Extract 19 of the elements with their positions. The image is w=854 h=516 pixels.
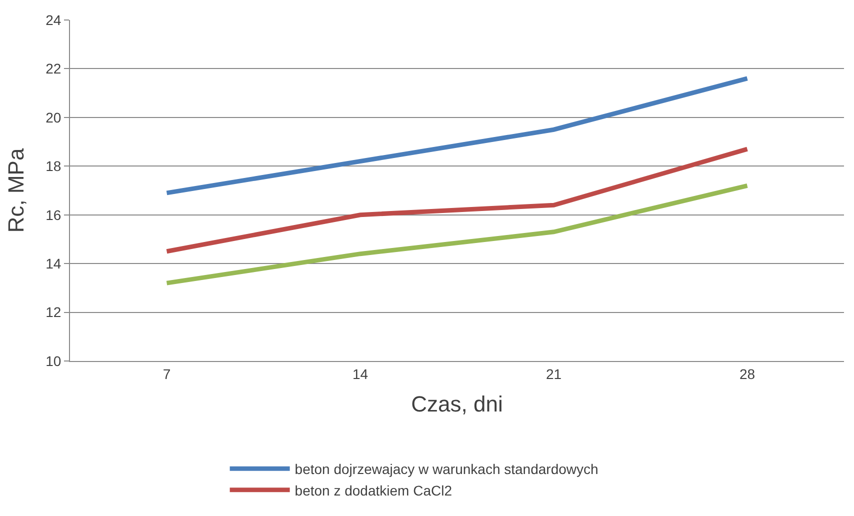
y-tick-label: 10 (46, 352, 62, 369)
y-axis-title: Rc, MPa (3, 148, 28, 233)
y-tick-label: 12 (46, 304, 62, 320)
x-tick-label: 21 (546, 366, 562, 382)
line-series (164, 76, 750, 196)
x-tick-label: 28 (739, 366, 756, 382)
y-tick-label: 24 (46, 12, 62, 28)
x-tick-label: 7 (162, 366, 171, 382)
x-tick-label: 14 (352, 366, 368, 382)
line-series (164, 183, 750, 286)
y-tick-label: 22 (46, 60, 62, 77)
legend-label: beton dojrzewajacy w warunkach standardowych (294, 461, 598, 478)
line-series (164, 146, 750, 254)
legend-label: beton z dodatkiem CaCl2 (294, 482, 452, 498)
y-tick-label: 14 (46, 255, 62, 272)
y-tick-label: 18 (46, 158, 62, 174)
y-tick-label: 20 (46, 109, 62, 126)
y-tick-label: 16 (46, 206, 62, 223)
x-axis-title: Czas, dni (411, 392, 503, 417)
